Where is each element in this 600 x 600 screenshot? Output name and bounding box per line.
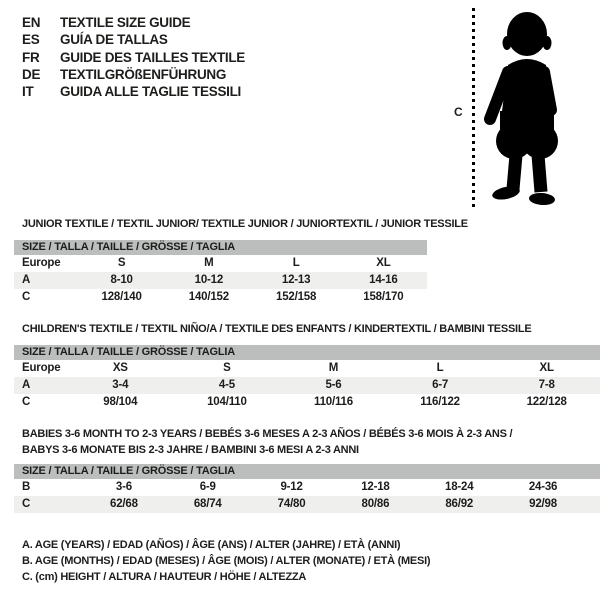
size-value: 62/68 — [110, 498, 138, 510]
size-header-bar: SIZE / TALLA / TAILLE / GRÖSSE / TAGLIA — [14, 240, 427, 255]
row-label: B — [22, 481, 31, 493]
junior-table-title: JUNIOR TEXTILE / TEXTIL JUNIOR/ TEXTILE … — [14, 216, 468, 232]
toddler-silhouette — [484, 12, 558, 206]
childrens-textile-table: CHILDREN'S TEXTILE / TEXTIL NIÑO/A / TEX… — [14, 321, 600, 411]
language-row-es: ES GUÍA DE TALLAS — [22, 31, 245, 48]
size-value: 12-18 — [361, 481, 390, 493]
size-value: S — [223, 362, 231, 374]
table-row-europe: Europe S M L XL — [14, 255, 427, 272]
size-value: XL — [376, 257, 391, 269]
size-value: L — [292, 257, 300, 269]
babies-table-title: BABIES 3-6 MONTH TO 2-3 YEARS / BEBÉS 3-… — [14, 426, 600, 458]
size-value: 110/116 — [314, 396, 353, 408]
size-value: 152/158 — [276, 291, 317, 303]
language-code: ES — [22, 32, 40, 48]
size-value: 14-16 — [369, 274, 398, 286]
legend-line: B. AGE (MONTHS) / EDAD (MESES) / ÂGE (MO… — [22, 555, 431, 568]
size-value: 140/152 — [188, 291, 229, 303]
size-value: 104/110 — [207, 396, 247, 408]
table-row-a: A 3-4 4-5 5-6 6-7 7-8 — [14, 377, 600, 394]
junior-textile-table: JUNIOR TEXTILE / TEXTIL JUNIOR/ TEXTILE … — [14, 216, 468, 306]
language-code: DE — [22, 66, 41, 82]
size-value: 98/104 — [103, 396, 138, 408]
language-label: TEXTILE SIZE GUIDE — [60, 15, 191, 30]
language-label: GUÍA DE TALLAS — [60, 32, 168, 48]
size-value: 128/140 — [101, 291, 142, 303]
size-value: 3-4 — [112, 379, 129, 391]
size-value: 92/98 — [529, 498, 557, 510]
size-value: 3-6 — [115, 481, 132, 493]
size-value: M — [328, 362, 339, 374]
size-value: 7-8 — [538, 379, 555, 391]
language-label: GUIDE DES TAILLES TEXTILE — [60, 49, 246, 65]
table-row-c: C 128/140 140/152 152/158 158/170 — [14, 289, 427, 306]
language-row-fr: FR GUIDE DES TAILLES TEXTILE — [22, 49, 245, 66]
language-row-en: EN TEXTILE SIZE GUIDE — [22, 14, 245, 31]
language-code: EN — [22, 15, 41, 30]
size-value: XL — [539, 362, 554, 374]
size-value: 8-10 — [110, 274, 133, 286]
table-row-a: A 8-10 10-12 12-13 14-16 — [14, 272, 427, 289]
size-value: 4-5 — [218, 379, 235, 391]
row-label: C — [22, 396, 31, 408]
size-header-bar: SIZE / TALLA / TAILLE / GRÖSSE / TAGLIA — [14, 345, 600, 360]
language-label: GUIDA ALLE TAGLIE TESSILI — [60, 84, 241, 100]
language-row-it: IT GUIDA ALLE TAGLIE TESSILI — [22, 83, 245, 100]
table-row-europe: Europe XS S M L XL — [14, 360, 600, 377]
size-value: 6-7 — [432, 379, 449, 391]
table-title-line: CHILDREN'S TEXTILE / TEXTIL NIÑO/A / TEX… — [22, 323, 532, 335]
language-list: EN TEXTILE SIZE GUIDE ES GUÍA DE TALLAS FR GU… — [22, 14, 245, 100]
height-measure-dotted-line — [472, 8, 475, 207]
size-value: L — [436, 362, 444, 374]
legend-line: C. (cm) HEIGHT / ALTURA / HAUTEUR / HÖHE… — [22, 571, 307, 584]
size-value: 122/128 — [526, 396, 567, 408]
language-label: TEXTILGRÖßENFÜHRUNG — [60, 66, 227, 82]
language-row-de: DE TEXTILGRÖßENFÜHRUNG — [22, 66, 245, 83]
size-value: 10-12 — [194, 274, 224, 286]
table-title-line: BABIES 3-6 MONTH TO 2-3 YEARS / BEBÉS 3-… — [22, 428, 513, 440]
table-row-b: B 3-6 6-9 9-12 12-18 18-24 24-36 — [14, 479, 600, 496]
table-rows: Europe S M L XL A 8-10 10-12 12-13 14-16 C 128/140 1… — [14, 255, 427, 306]
size-value: 18-24 — [445, 481, 474, 493]
row-label: C — [22, 291, 31, 303]
language-code: FR — [22, 49, 40, 65]
size-value: 74/80 — [277, 498, 306, 510]
row-label: C — [22, 498, 31, 510]
table-title-line: BABYS 3-6 MONATE BIS 2-3 JAHRE / BAMBINI… — [22, 444, 359, 456]
height-measure-label: C — [454, 105, 463, 119]
row-label: Europe — [22, 257, 61, 269]
size-header-bar: SIZE / TALLA / TAILLE / GRÖSSE / TAGLIA — [14, 464, 600, 479]
size-value: 24-36 — [528, 481, 558, 493]
size-value: 68/74 — [193, 498, 222, 510]
size-value: 80/86 — [361, 498, 390, 510]
table-rows: Europe XS S M L XL A 3-4 4-5 5-6 6-7 7-8 C 98/104 104/… — [14, 360, 600, 411]
size-value: S — [117, 257, 126, 269]
language-code: IT — [22, 84, 34, 100]
babies-textile-table: BABIES 3-6 MONTH TO 2-3 YEARS / BEBÉS 3-… — [14, 426, 600, 513]
size-value: 116/122 — [420, 396, 460, 408]
table-row-c: C 62/68 68/74 74/80 80/86 86/92 92/98 — [14, 496, 600, 513]
table-rows: B 3-6 6-9 9-12 12-18 18-24 24-36 C 62/68 68/74 74/… — [14, 479, 600, 513]
legend: A. AGE (YEARS) / EDAD (AÑOS) / ÂGE (ANS)… — [22, 537, 431, 586]
legend-line: A. AGE (YEARS) / EDAD (AÑOS) / ÂGE (ANS)… — [22, 539, 401, 551]
size-value: 158/170 — [363, 291, 404, 303]
size-value: M — [204, 257, 214, 269]
table-row-c: C 98/104 104/110 110/116 116/122 122/128 — [14, 394, 600, 411]
size-value: 86/92 — [445, 498, 474, 510]
table-title-line: JUNIOR TEXTILE / TEXTIL JUNIOR/ TEXTILE … — [22, 218, 468, 230]
row-label: A — [22, 274, 31, 286]
size-value: 5-6 — [325, 379, 342, 391]
size-value: 12-13 — [281, 274, 311, 286]
row-label: Europe — [22, 362, 61, 374]
size-value: 6-9 — [199, 481, 216, 493]
size-value: XS — [112, 362, 128, 374]
childrens-table-title: CHILDREN'S TEXTILE / TEXTIL NIÑO/A / TEX… — [14, 321, 600, 337]
size-value: 9-12 — [280, 481, 303, 493]
row-label: A — [22, 379, 31, 391]
